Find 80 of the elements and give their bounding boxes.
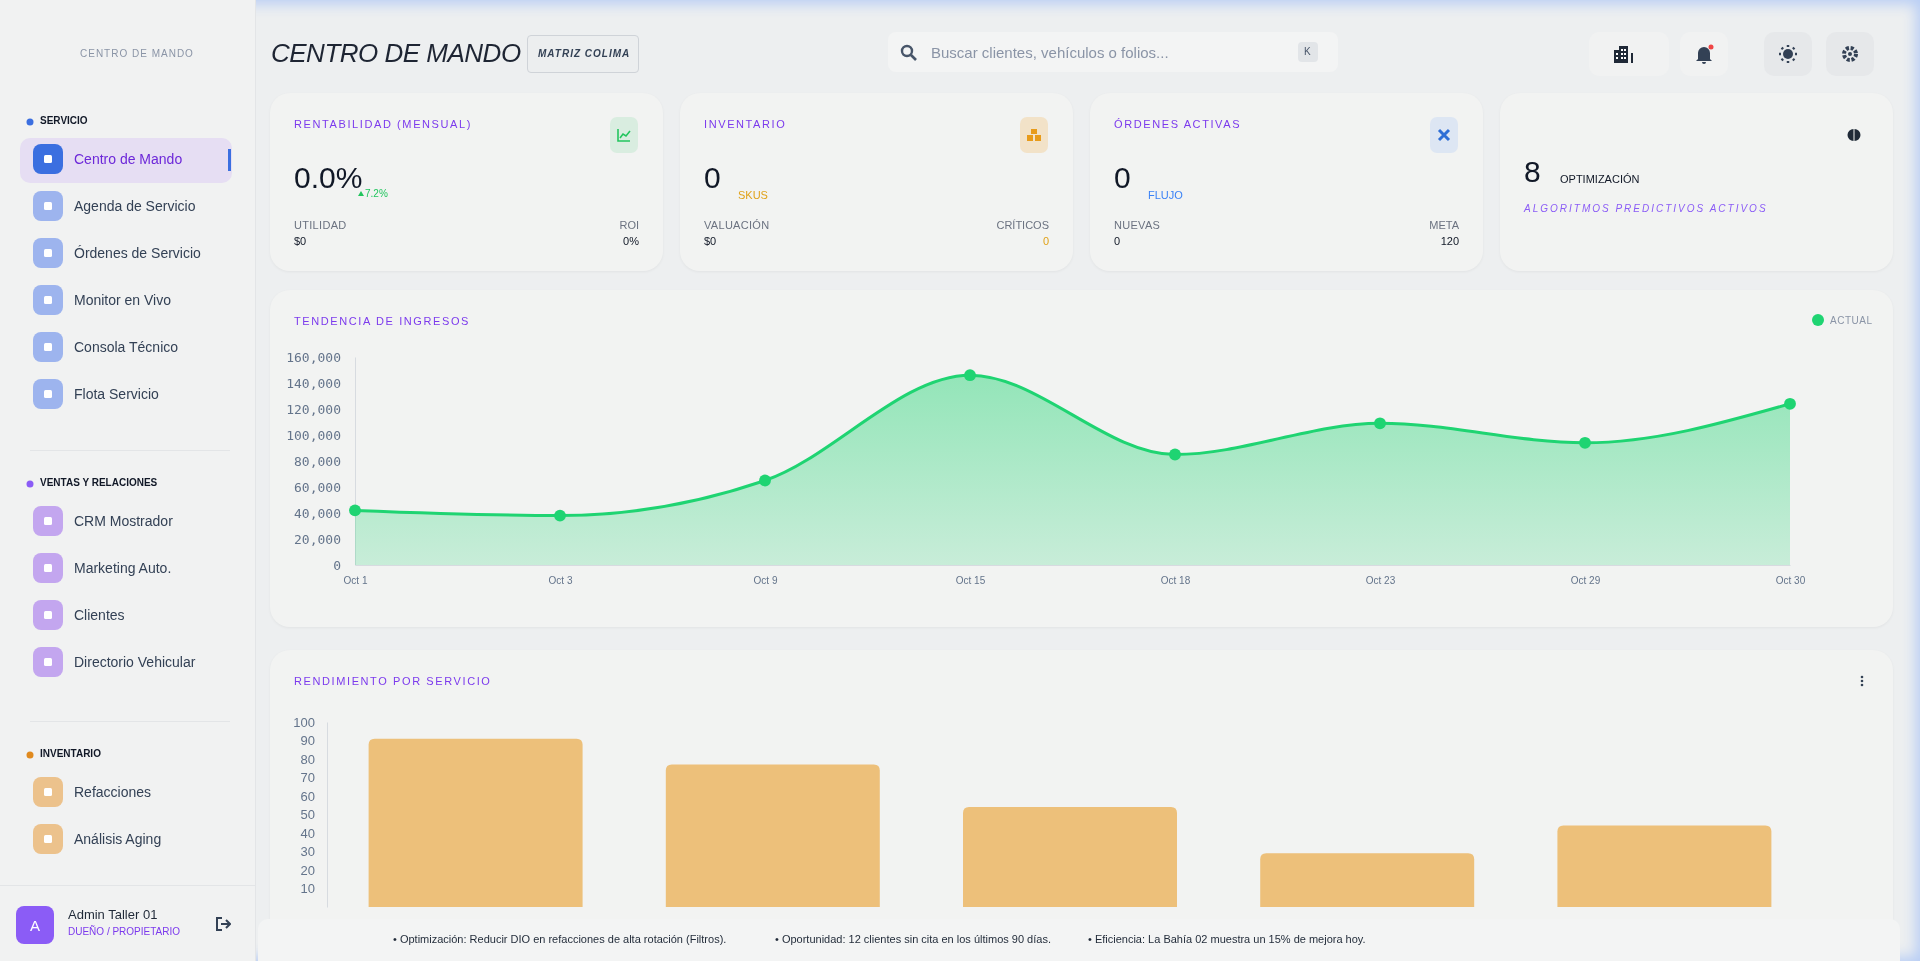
text: NUEVAS [1114,219,1161,231]
x-tick-label: Oct 30 [1775,575,1806,587]
text: VENTAS Y RELACIONES [40,477,158,488]
text: CENTRO DE MANDO [80,48,194,59]
text: 0 [1114,161,1131,195]
text: ALGORITMOS PREDICTIVOS ACTIVOS [1524,203,1768,214]
text: ÓRDENES ACTIVAS [1114,118,1242,130]
text: ROI [619,219,639,231]
x-tick-label: Oct 15 [955,575,986,587]
x-tick-label: Oct 9 [753,575,778,587]
text: Marketing Auto. [74,560,172,576]
text: Consola Técnico [74,339,179,355]
text: Centro de Mando [74,151,183,167]
text: Directorio Vehicular [74,654,196,670]
text: 0% [623,235,639,247]
y-tick-label: 20 [300,862,315,878]
y-tick-label: 160,000 [286,349,341,365]
x-tick-label: Oct 3 [548,575,573,587]
text: 0.0% [294,161,363,195]
text: • Oportunidad: 12 clientes sin cita en los últimos 90 días. [775,933,1051,945]
y-tick-label: 60,000 [294,479,341,495]
x-tick-label: Oct 18 [1160,575,1191,587]
text: Flota Servicio [74,386,159,402]
text: $0 [704,235,717,247]
y-tick-label: 0 [333,557,341,573]
text: Admin Taller 01 [68,907,158,922]
y-tick-label: 100 [293,714,315,730]
text: Buscar clientes, vehículos o folios... [931,44,1169,61]
text: CENTRO DE MANDO [271,38,521,69]
y-tick-label: 100,000 [286,427,341,443]
text: 0 [1042,235,1049,247]
y-tick-label: 60 [300,788,315,804]
text: 8 [1524,155,1541,189]
text: VALUACIÓN [704,219,770,231]
text: CRM Mostrador [74,513,173,529]
text: Análisis Aging [74,831,162,847]
text: OPTIMIZACIÓN [1560,173,1640,185]
y-tick-label: 140,000 [286,375,341,391]
y-tick-label: 10 [300,881,315,897]
text: • Optimización: Reducir DIO en refacciones de alta rotación (Filtros). [393,933,727,945]
text: DUEÑO / PROPIETARIO [68,926,181,937]
y-tick-label: 30 [300,844,315,860]
y-tick-label: 120,000 [286,401,341,417]
text: UTILIDAD [294,219,347,231]
y-tick-label: 50 [300,807,315,823]
text: RENTABILIDAD (MENSUAL) [294,118,473,130]
text: Agenda de Servicio [74,198,196,214]
text: META [1429,219,1459,231]
y-tick-label: 40,000 [294,505,341,521]
text: SERVICIO [40,115,88,126]
text: Refacciones [74,784,152,800]
y-tick-label: 70 [300,770,315,786]
y-tick-label: 80 [300,751,315,767]
text: SKUS [738,189,768,201]
text: Clientes [74,607,125,623]
x-tick-label: Oct 1 [343,575,368,587]
text: FLUJO [1148,189,1183,201]
legend-label: ACTUAL [1830,315,1873,326]
text: MATRIZ COLIMA [538,48,631,59]
text: Monitor en Vivo [74,292,172,308]
x-tick-label: Oct 29 [1570,575,1601,587]
text: INVENTARIO [704,118,787,130]
y-tick-label: 20,000 [294,531,341,547]
text: 7.2% [365,188,388,199]
y-tick-label: 40 [300,825,315,841]
text: INVENTARIO [40,748,101,759]
text: K [1304,46,1311,57]
chart-title: TENDENCIA DE INGRESOS [294,315,471,327]
text: Órdenes de Servicio [74,245,201,261]
chart-title: RENDIMIENTO POR SERVICIO [294,675,492,687]
text: $0 [294,235,307,247]
text: 0 [704,161,721,195]
y-tick-label: 90 [300,733,315,749]
text: 120 [1440,235,1459,247]
x-tick-label: Oct 23 [1365,575,1396,587]
text: A [16,906,54,944]
y-tick-label: 80,000 [294,453,341,469]
text: • Eficiencia: La Bahía 02 muestra un 15% de mejora hoy. [1088,933,1366,945]
text: CRÍTICOS [996,219,1049,231]
text: 0 [1114,235,1121,247]
